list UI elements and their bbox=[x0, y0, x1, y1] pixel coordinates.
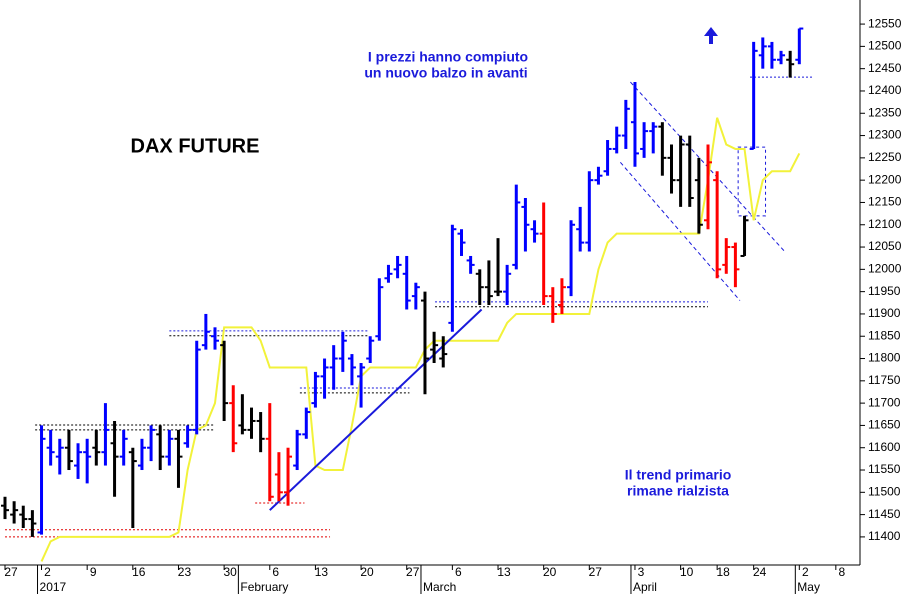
y-tick-label: 11500 bbox=[868, 484, 901, 498]
y-tick-label: 12250 bbox=[868, 150, 902, 164]
y-tick-label: 11850 bbox=[868, 328, 901, 342]
arrow-icon bbox=[704, 27, 718, 44]
month-label: March bbox=[423, 580, 456, 594]
x-tick-label: 30 bbox=[223, 565, 237, 579]
y-tick-label: 12550 bbox=[868, 16, 902, 30]
x-tick-label: 27 bbox=[589, 565, 603, 579]
indicator-line bbox=[40, 117, 801, 562]
y-tick-label: 12200 bbox=[868, 172, 902, 186]
y-tick-label: 11550 bbox=[868, 462, 901, 476]
y-tick-label: 11600 bbox=[868, 440, 901, 454]
y-tick-label: 12400 bbox=[868, 83, 902, 97]
x-tick-label: 27 bbox=[4, 565, 18, 579]
chart-title: DAX FUTURE bbox=[131, 135, 260, 157]
y-tick-label: 11800 bbox=[868, 351, 901, 365]
marks bbox=[1, 27, 813, 562]
y-tick-label: 11650 bbox=[868, 418, 901, 432]
y-tick-label: 11700 bbox=[868, 395, 901, 409]
month-label: April bbox=[633, 580, 657, 594]
level-box bbox=[737, 146, 767, 217]
y-tick-label: 12300 bbox=[868, 128, 902, 142]
x-tick-label: 20 bbox=[543, 565, 557, 579]
y-tick-label: 12050 bbox=[868, 239, 902, 253]
x-tick-label: 13 bbox=[315, 565, 329, 579]
x-tick-label: 3 bbox=[638, 565, 645, 579]
y-tick-label: 11400 bbox=[868, 529, 901, 543]
y-tick-label: 12500 bbox=[868, 39, 902, 53]
annotation: I prezzi hanno compiuto bbox=[368, 49, 528, 65]
y-tick-label: 12100 bbox=[868, 217, 902, 231]
x-tick-label: 18 bbox=[716, 565, 730, 579]
y-tick-label: 12350 bbox=[868, 105, 902, 119]
x-tick-label: 24 bbox=[753, 565, 767, 579]
x-tick-label: 13 bbox=[497, 565, 511, 579]
month-label: 2017 bbox=[40, 580, 67, 594]
y-tick-label: 11900 bbox=[868, 306, 901, 320]
x-tick-label: 20 bbox=[360, 565, 374, 579]
x-tick-label: 2 bbox=[44, 565, 51, 579]
x-tick-label: 9 bbox=[90, 565, 97, 579]
x-tick-label: 6 bbox=[455, 565, 462, 579]
month-label: February bbox=[240, 580, 288, 594]
x-tick-label: 2 bbox=[802, 565, 809, 579]
x-tick-label: 27 bbox=[406, 565, 420, 579]
y-tick-label: 11950 bbox=[868, 284, 901, 298]
y-tick-label: 12450 bbox=[868, 61, 902, 75]
annotation: rimane rialzista bbox=[627, 483, 729, 499]
x-tick-label: 16 bbox=[132, 565, 146, 579]
annotation: Il trend primario bbox=[625, 467, 732, 483]
x-tick-label: 23 bbox=[178, 565, 192, 579]
trendline bbox=[269, 308, 483, 511]
y-tick-label: 11450 bbox=[868, 507, 901, 521]
y-tick-label: 12000 bbox=[868, 262, 902, 276]
plot-area bbox=[0, 0, 860, 565]
annotation: un nuovo balzo in avanti bbox=[364, 65, 527, 81]
y-tick-label: 12150 bbox=[868, 195, 902, 209]
month-label: May bbox=[797, 580, 820, 594]
y-tick-label: 11750 bbox=[868, 373, 901, 387]
x-tick-label: 10 bbox=[680, 565, 694, 579]
x-tick-label: 8 bbox=[838, 565, 845, 579]
channel-line bbox=[619, 161, 741, 301]
x-tick-label: 6 bbox=[272, 565, 279, 579]
